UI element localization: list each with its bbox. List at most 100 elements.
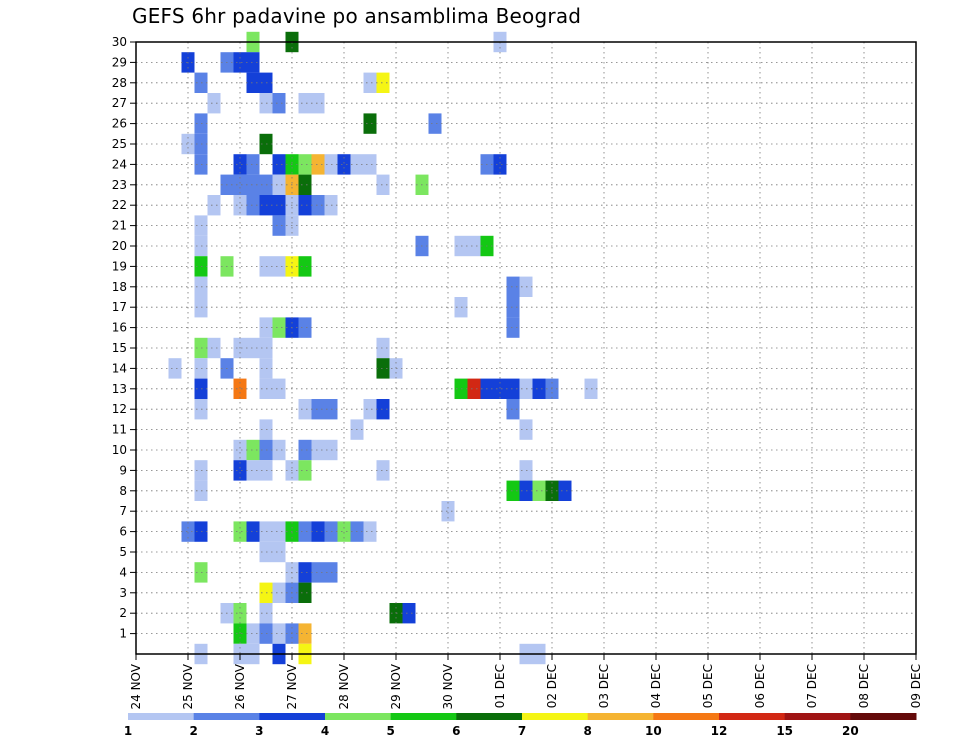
y-tick-label: 1 (119, 627, 127, 641)
y-tick-label: 12 (112, 402, 127, 416)
heatmap-cell (311, 93, 325, 114)
x-tick-label: 05 DEC (701, 664, 715, 708)
y-tick-label: 28 (112, 76, 127, 90)
heatmap-cell (298, 174, 312, 195)
heatmap-cell (337, 154, 351, 175)
heatmap-cell (493, 378, 507, 399)
heatmap-cell (233, 623, 247, 644)
heatmap-cell (311, 562, 325, 583)
heatmap-cell (272, 521, 286, 542)
heatmap-cell (337, 521, 351, 542)
x-tick-label: 30 NOV (441, 663, 455, 709)
heatmap-cell (233, 439, 247, 461)
heatmap-cell (298, 195, 312, 216)
legend-label: 8 (583, 724, 591, 738)
heatmap-cell (272, 317, 286, 338)
legend-label: 1 (124, 724, 132, 738)
heatmap-cell (272, 378, 286, 399)
heatmap-cell (506, 378, 520, 399)
heatmap-cell (298, 582, 312, 603)
heatmap-cell (311, 399, 325, 420)
legend-swatch (259, 713, 326, 720)
heatmap-cell (363, 72, 377, 93)
x-tick-label: 01 DEC (493, 664, 507, 708)
x-tick-label: 04 DEC (649, 664, 663, 708)
heatmap-cell (272, 215, 286, 236)
legend-label: 12 (711, 724, 728, 738)
heatmap-cell (233, 195, 247, 216)
grid-layer (136, 42, 916, 654)
heatmap-cell (272, 174, 286, 195)
heatmap-cell (272, 93, 286, 114)
heatmap-cell (376, 174, 390, 195)
heatmap-cell (363, 154, 377, 175)
heatmap-cell (506, 317, 520, 338)
y-tick-label: 3 (119, 586, 127, 600)
legend-swatch (128, 713, 195, 720)
y-tick-label: 5 (119, 545, 127, 559)
heatmap-cell (272, 439, 286, 461)
y-tick-label: 2 (119, 606, 127, 620)
y-tick-label: 15 (112, 341, 127, 355)
heatmap-cell (298, 562, 312, 583)
heatmap-cell (363, 113, 377, 134)
x-tick-label: 28 NOV (337, 663, 351, 709)
y-tick-label: 23 (112, 178, 127, 192)
heatmap-cell (181, 133, 195, 155)
heatmap-cell (246, 154, 260, 175)
heatmap-cell (558, 480, 572, 501)
heatmap-cell (376, 72, 390, 93)
y-tick-label: 29 (112, 55, 127, 69)
heatmap-cell (298, 317, 312, 338)
x-tick-label: 07 DEC (805, 664, 819, 708)
heatmap-cell (272, 195, 286, 216)
y-tick-label: 9 (119, 463, 127, 477)
heatmap-cell (272, 582, 286, 603)
heatmap-cell (311, 439, 325, 461)
heatmap-cell (207, 337, 221, 359)
heatmap-cell (272, 154, 286, 175)
heatmap-cell (246, 52, 260, 73)
heatmap-cell (246, 521, 260, 542)
heatmap-cell (402, 603, 416, 624)
heatmap-cell (207, 195, 221, 216)
heatmap-cell (246, 460, 260, 481)
heatmap-cell (532, 480, 546, 501)
heatmap-cell (246, 72, 260, 93)
chart-title: GEFS 6hr padavine po ansamblima Beograd (132, 4, 582, 28)
y-tick-label: 16 (112, 321, 127, 335)
heatmap-cell (298, 154, 312, 175)
heatmap-cell (233, 378, 247, 399)
heatmap-cell (298, 521, 312, 542)
x-tick-label: 03 DEC (597, 664, 611, 708)
legend-label: 5 (386, 724, 394, 738)
x-tick-label: 27 NOV (285, 663, 299, 709)
heatmap-cell (493, 154, 507, 175)
y-tick-label: 26 (112, 117, 127, 131)
ticks-layer: 1234567891011121314151617181920212223242… (112, 35, 923, 710)
legend-swatch (784, 713, 851, 720)
heatmap-cell (467, 378, 481, 399)
cells-layer (168, 31, 598, 665)
legend-label: 15 (776, 724, 793, 738)
y-tick-label: 25 (112, 137, 127, 151)
heatmap-cell (207, 93, 221, 114)
legend-label: 6 (452, 724, 460, 738)
heatmap-cell (246, 439, 260, 461)
heatmap-cell (181, 521, 195, 542)
legend-swatch (325, 713, 392, 720)
heatmap-cell (376, 358, 390, 379)
legend-swatch (522, 713, 589, 720)
x-tick-label: 06 DEC (753, 664, 767, 708)
heatmap-cell (246, 623, 260, 644)
heatmap-cell (376, 337, 390, 359)
heatmap-cell (246, 174, 260, 195)
heatmap-cell (298, 93, 312, 114)
heatmap-cell (298, 623, 312, 644)
legend-label: 2 (189, 724, 197, 738)
heatmap-cell (506, 480, 520, 501)
y-tick-label: 13 (112, 382, 127, 396)
legend-swatch (719, 713, 786, 720)
legend-label: 7 (518, 724, 526, 738)
heatmap-cell (506, 276, 520, 297)
